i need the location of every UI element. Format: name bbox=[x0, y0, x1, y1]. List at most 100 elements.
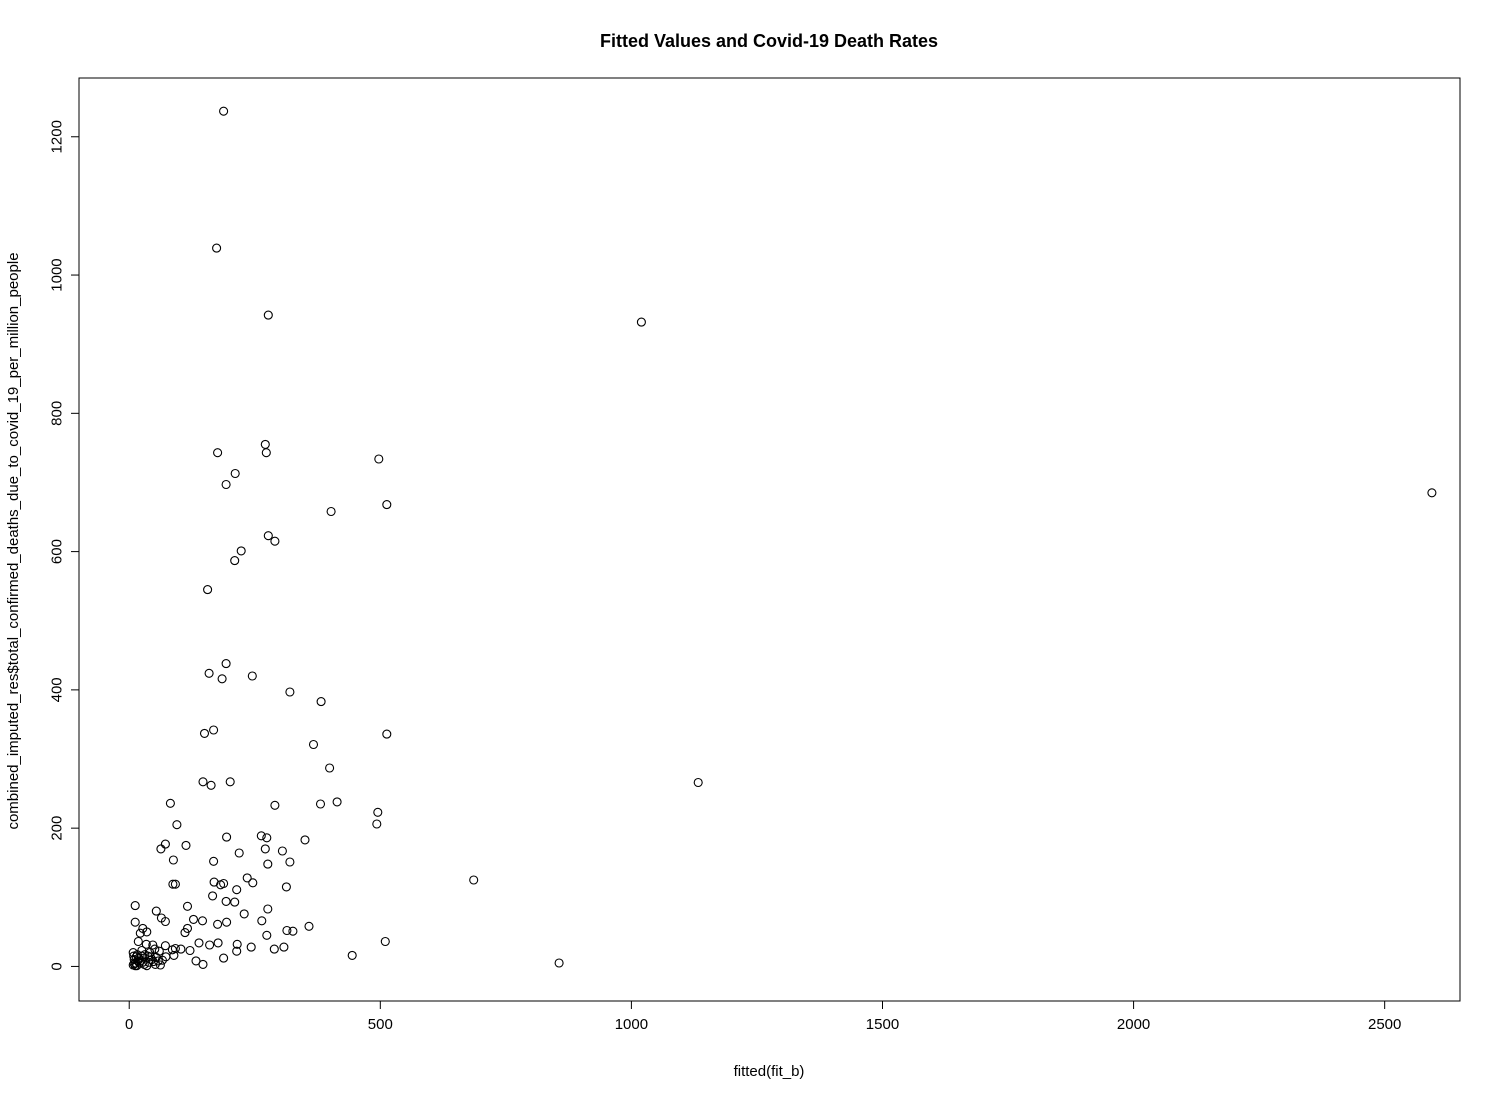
data-point bbox=[130, 917, 140, 927]
data-point bbox=[325, 763, 335, 773]
data-point bbox=[260, 844, 270, 854]
x-tick-label: 1000 bbox=[615, 1016, 648, 1033]
data-point bbox=[382, 729, 392, 739]
y-tick-label: 400 bbox=[49, 677, 66, 702]
data-point bbox=[281, 882, 291, 892]
data-point bbox=[225, 777, 235, 787]
data-point bbox=[232, 885, 242, 895]
data-point bbox=[308, 739, 319, 750]
data-point bbox=[373, 807, 383, 817]
data-point bbox=[270, 536, 280, 546]
data-point bbox=[213, 448, 223, 458]
data-point bbox=[380, 936, 390, 947]
data-point bbox=[168, 879, 178, 889]
x-tick-label: 2500 bbox=[1368, 1016, 1401, 1033]
data-point bbox=[262, 833, 272, 843]
data-point bbox=[168, 855, 178, 865]
data-point bbox=[212, 243, 222, 253]
data-point bbox=[277, 846, 287, 856]
y-axis-label: combined_imputed_res$total_confirmed_dea… bbox=[5, 252, 22, 829]
data-point bbox=[181, 840, 191, 850]
data-point bbox=[256, 831, 266, 841]
x-axis-label: fitted(fit_b) bbox=[734, 1063, 805, 1080]
y-tick-label: 0 bbox=[49, 962, 66, 970]
data-point bbox=[636, 317, 646, 327]
data-point bbox=[469, 875, 479, 885]
x-tick-label: 500 bbox=[368, 1016, 393, 1033]
data-point bbox=[300, 835, 310, 845]
data-point bbox=[213, 938, 223, 948]
data-point bbox=[209, 856, 219, 866]
data-point bbox=[205, 940, 215, 950]
data-point bbox=[279, 942, 289, 952]
data-point bbox=[221, 479, 231, 490]
data-point bbox=[156, 844, 166, 854]
data-point bbox=[288, 926, 298, 936]
data-point bbox=[180, 928, 190, 938]
x-axis: 0 500 1000 1500 2000 2500 bbox=[125, 1000, 1401, 1033]
data-points bbox=[128, 106, 1437, 971]
data-point bbox=[148, 940, 158, 950]
data-point bbox=[372, 819, 382, 829]
data-point bbox=[194, 938, 204, 948]
data-point bbox=[234, 848, 244, 858]
y-tick-label: 800 bbox=[49, 401, 66, 426]
data-point bbox=[285, 687, 295, 697]
data-point bbox=[263, 310, 273, 320]
data-point bbox=[167, 945, 177, 955]
data-point bbox=[135, 928, 145, 938]
data-point bbox=[257, 916, 267, 926]
data-point bbox=[216, 880, 226, 890]
data-point bbox=[213, 919, 223, 929]
data-point bbox=[143, 951, 153, 961]
data-point bbox=[382, 500, 392, 510]
data-point bbox=[148, 957, 158, 967]
data-point bbox=[160, 941, 170, 951]
data-point bbox=[188, 914, 199, 924]
y-axis: 0 200 400 600 800 1000 1200 bbox=[49, 120, 80, 971]
data-point bbox=[326, 506, 336, 517]
data-point bbox=[155, 960, 165, 970]
data-point bbox=[242, 873, 252, 883]
y-tick-label: 1000 bbox=[49, 258, 66, 291]
data-point bbox=[221, 896, 231, 906]
data-point bbox=[315, 799, 326, 809]
data-point bbox=[219, 953, 229, 963]
data-point bbox=[316, 697, 326, 707]
data-point bbox=[1427, 488, 1437, 498]
chart-title: Fitted Values and Covid-19 Death Rates bbox=[600, 31, 938, 51]
data-point bbox=[304, 921, 314, 931]
data-point bbox=[222, 832, 232, 842]
data-point bbox=[247, 671, 257, 681]
data-point bbox=[170, 879, 180, 889]
data-point bbox=[206, 780, 216, 790]
data-point bbox=[208, 891, 218, 901]
data-point bbox=[222, 917, 232, 927]
data-point bbox=[191, 956, 201, 966]
data-point bbox=[203, 585, 213, 595]
data-point bbox=[246, 942, 256, 952]
data-point bbox=[176, 944, 186, 954]
x-tick-label: 1500 bbox=[866, 1016, 899, 1033]
data-point bbox=[285, 857, 295, 867]
data-point bbox=[230, 468, 240, 479]
data-point bbox=[554, 958, 564, 968]
data-point bbox=[185, 945, 195, 956]
data-point bbox=[260, 439, 270, 449]
data-point bbox=[693, 777, 703, 788]
data-point bbox=[230, 556, 240, 566]
y-tick-label: 600 bbox=[49, 539, 66, 564]
data-point bbox=[219, 106, 229, 116]
data-point bbox=[217, 674, 227, 684]
data-point bbox=[269, 944, 279, 954]
data-point bbox=[198, 959, 208, 969]
data-point bbox=[263, 859, 273, 869]
x-tick-label: 0 bbox=[125, 1016, 133, 1033]
data-point bbox=[160, 916, 170, 927]
data-point bbox=[262, 930, 272, 940]
data-point bbox=[199, 728, 210, 738]
data-point bbox=[129, 951, 139, 961]
data-point bbox=[204, 668, 214, 678]
data-point bbox=[239, 909, 249, 919]
